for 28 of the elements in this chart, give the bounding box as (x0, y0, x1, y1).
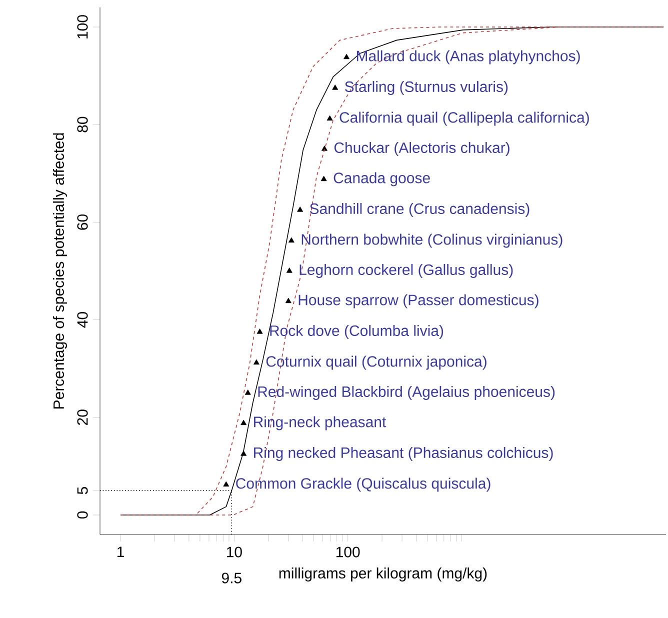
y-tick-label: 100 (77, 15, 88, 38)
x-tick-label: 10 (226, 546, 242, 558)
annotation: Ring necked Pheasant (Phasianus colchicus) (254, 446, 553, 461)
y-tick-label: 60 (77, 214, 88, 230)
x-tick-label: 1 (117, 546, 124, 558)
y-tick-label: 0 (77, 511, 88, 519)
annotation: House sparrow (Passer domesticus) (298, 294, 538, 308)
annotation: Coturnix quail (Coturnix japonica) (266, 356, 486, 370)
y-axis-title: Percentage of species potentially affected (52, 133, 67, 408)
y-tick-label: 20 (77, 410, 88, 425)
annotation: Chuckar (Alectoris chukar) (334, 142, 510, 156)
annotation: Northern bobwhite (Colinus virginianus) (302, 234, 562, 248)
annotation: Mallard duck (Anas platyhynchos) (356, 50, 580, 64)
x-tick-label: 100 (336, 546, 360, 558)
y-tick-label: 80 (77, 116, 88, 132)
annotation: Red-winged Blackbird (Agelaius phoeniceus) (258, 386, 555, 400)
annotation: Ring-neck pheasant (254, 416, 386, 430)
y-tick-label: 40 (77, 312, 88, 328)
ref-line-label: 9.5 (222, 572, 242, 584)
annotation: Common Grackle (Quiscalus quiscula) (236, 478, 490, 492)
annotation: Rock dove (Columba livia) (270, 325, 444, 339)
annotation: Canada goose (334, 172, 430, 186)
x-axis-title: milligrams per kilogram (mg/kg) (279, 568, 487, 582)
annotation: California quail (Callipepla californica) (340, 112, 589, 126)
annotation: Starling (Sturnus vularis) (345, 81, 508, 95)
annotation: Sandhill crane (Crus canadensis) (310, 203, 530, 217)
y-tick-label: 5 (77, 487, 88, 494)
annotation: Leghorn cockerel (Gallus gallus) (300, 264, 513, 278)
